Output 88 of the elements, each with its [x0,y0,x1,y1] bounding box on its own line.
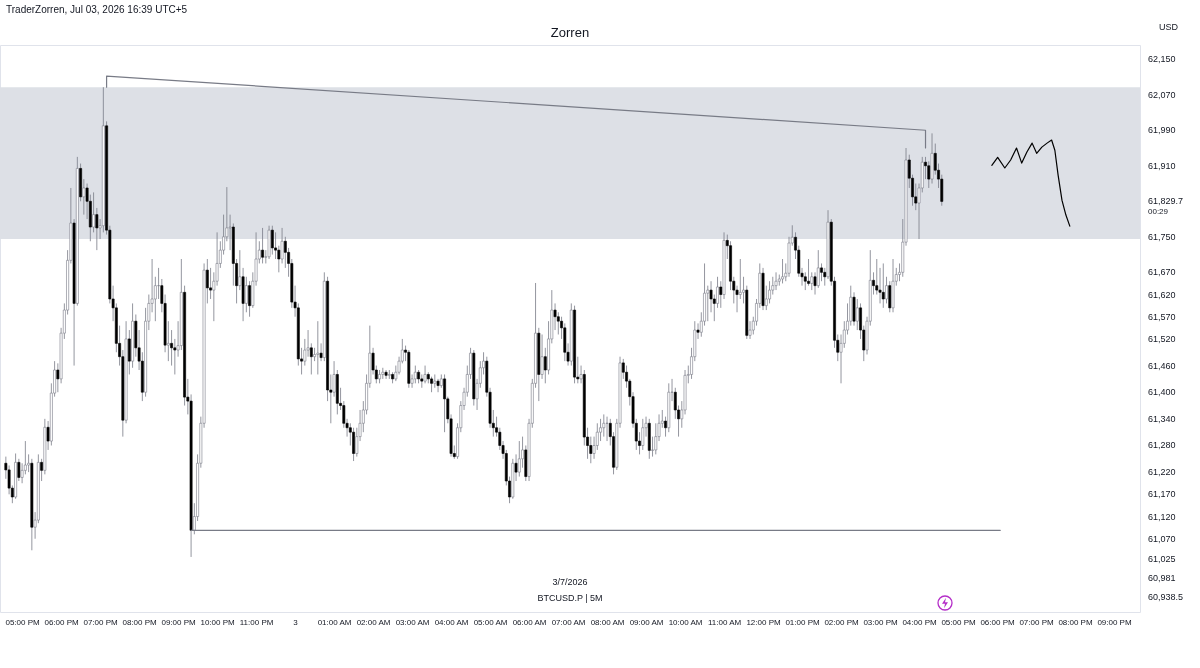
candlestick [881,263,885,309]
y-tick-label: 62,070 [1148,89,1176,100]
y-tick-label: 60,981 [1148,573,1176,584]
candlestick [433,374,437,389]
x-tick-label: 03:00 AM [395,617,430,627]
y-tick-label: 61,520 [1148,333,1176,344]
candlestick [517,440,521,477]
candlestick [436,378,440,393]
x-tick-label: 06:00 PM [980,617,1015,627]
x-tick-label: 10:00 PM [200,617,236,627]
x-tick-label: 06:00 AM [512,617,547,627]
y-tick-label: 61,910 [1148,160,1176,171]
annotation: 3/7/2026 [552,577,588,587]
x-tick-label: 08:00 PM [1058,617,1093,627]
candlestick [738,258,742,300]
candlestick [852,291,856,327]
x-tick-label: 09:00 AM [629,617,664,627]
x-tick-label: 09:00 PM [1097,617,1132,627]
candlestick [238,249,242,291]
candlestick [82,178,86,216]
x-tick-label: 07:00 PM [83,617,119,627]
y-tick-label: 61,460 [1148,360,1176,371]
y-tick-label: 61,670 [1148,267,1176,278]
x-tick-label: 02:00 PM [824,617,859,627]
y-tick-label: 61,620 [1148,289,1176,300]
candlestick [248,280,251,318]
y-tick-label: 61,025 [1148,553,1176,564]
candlestick [855,298,859,331]
candlestick [641,418,645,451]
x-tick-label: 01:00 AM [317,617,352,627]
x-tick-label: 05:00 PM [5,617,41,627]
y-tick-label: 61,570 [1148,311,1176,322]
x-tick-label: 01:00 PM [785,617,820,627]
candlestick [244,276,248,313]
x-tick-label: 03:00 PM [863,617,898,627]
y-tick-label: 61,400 [1148,387,1176,398]
candlestick [316,320,320,375]
annotation: BTCUSD.P | 5M [537,593,603,603]
candlestick [807,258,810,287]
line-series [991,139,1071,227]
x-tick-label: 08:00 AM [590,617,625,627]
candlestick [157,267,160,300]
x-tick-label: 11:00 AM [707,617,742,627]
line-series [105,75,927,149]
x-tick-label: 07:00 AM [551,617,586,627]
y-tick-label: 61,829.7 [1148,196,1184,207]
y-tick-label: 61,750 [1148,231,1176,242]
x-tick-label: 04:00 AM [434,617,469,627]
candlestick [651,436,654,457]
candlestick [888,280,892,313]
candlestick [261,227,264,264]
y-tick-label: 61,070 [1148,533,1176,544]
candlestick [270,225,274,255]
candlestick [352,427,355,462]
candlestick [166,320,170,362]
x-tick-label: 06:00 PM [44,617,80,627]
x-tick-label: 10:00 AM [668,617,703,627]
text: 00:29 [1148,207,1169,216]
y-tick-label: 60,938.5 [1148,592,1184,603]
candlestick [602,414,606,438]
y-tick-label: 61,280 [1148,440,1176,451]
y-tick-label: 61,990 [1148,125,1176,136]
x-tick-label: 04:00 PM [902,617,937,627]
x-tick-label: 05:00 AM [473,617,508,627]
y-tick-label: 61,120 [1148,511,1176,522]
y-tick-label: 61,170 [1148,489,1176,500]
candlestick [781,258,784,284]
candlestick [387,369,391,380]
candlestick [420,374,424,389]
y-tick-label: 62,150 [1148,54,1176,65]
candlestick [540,334,544,380]
x-tick-label: 09:00 PM [161,617,197,627]
candlestick [92,192,95,233]
x-tick-label: 02:00 AM [356,617,391,627]
y-tick-label: 61,340 [1148,413,1176,424]
y-tick-label: 61,220 [1148,467,1176,478]
text: TraderZorren, Jul 03, 2026 16:39 UTC+5 [6,4,188,15]
x-tick-label: 11:00 PM [239,617,274,627]
x-tick-label: 3 [293,617,299,627]
candlestick [748,320,752,340]
candlestick [764,285,768,311]
x-tick-label: 12:00 PM [746,617,781,627]
x-tick-label: 07:00 PM [1019,617,1054,627]
x-tick-label: 08:00 PM [122,617,158,627]
chart-title: Zorren [550,25,590,40]
candlestick [443,374,446,433]
y-axis-title: USD [1158,21,1179,32]
x-tick-label: 05:00 PM [941,617,976,627]
